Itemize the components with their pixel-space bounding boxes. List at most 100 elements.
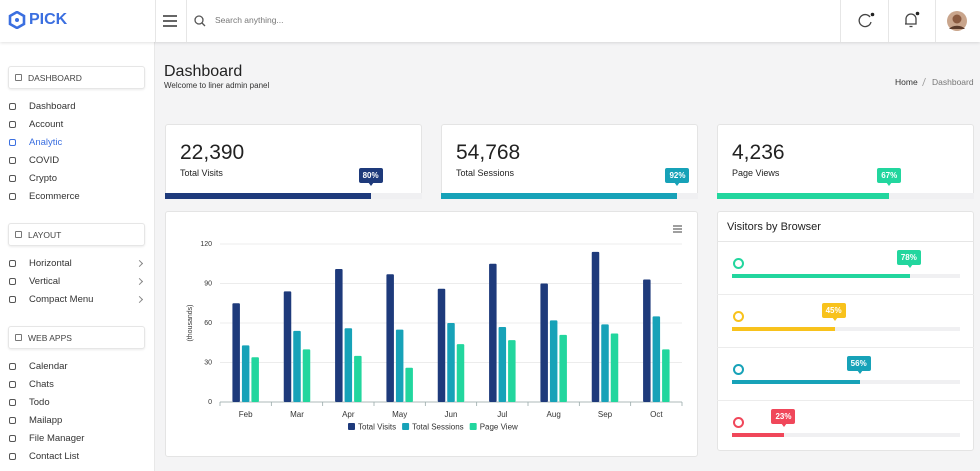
bar bbox=[302, 349, 311, 402]
stat-value: 4,236 bbox=[732, 141, 785, 164]
progress-badge: 67% bbox=[877, 168, 902, 183]
legend-swatch bbox=[469, 423, 477, 430]
progress-badge: 23% bbox=[771, 409, 796, 424]
bar bbox=[354, 355, 362, 402]
bar bbox=[335, 269, 343, 402]
stat-card: 54,768 Total Sessions 92% bbox=[441, 124, 698, 199]
search-icon bbox=[194, 15, 206, 27]
logo-icon bbox=[8, 11, 26, 29]
menu-item[interactable]: COVID bbox=[29, 155, 60, 166]
section-title: LAYOUT bbox=[28, 230, 62, 240]
bar bbox=[456, 344, 465, 402]
chart: (thousands) 0 30 60 90 120 Feb Mar Apr May Jun Jul A… bbox=[187, 225, 683, 432]
divider bbox=[155, 0, 156, 42]
browser-icon bbox=[733, 417, 744, 428]
top-bar: PICK Search anything... bbox=[0, 0, 980, 42]
stat-label: Total Visits bbox=[180, 168, 223, 178]
search-input[interactable]: Search anything... bbox=[215, 15, 284, 25]
badge-pointer bbox=[674, 182, 681, 186]
x-tick-label: Mar bbox=[290, 410, 304, 419]
menu-item[interactable]: Crypto bbox=[29, 173, 57, 184]
section-icon bbox=[15, 231, 22, 238]
bar bbox=[344, 328, 353, 402]
menu-item[interactable]: Todo bbox=[29, 397, 50, 408]
x-tick-label: Apr bbox=[342, 410, 355, 419]
menu-item[interactable]: Vertical bbox=[29, 276, 61, 287]
progress-bar bbox=[441, 193, 678, 199]
sidebar: DASHBOARD Dashboard Account Analytic COVID Cr… bbox=[0, 42, 155, 471]
section-icon bbox=[15, 334, 22, 341]
progress-badge: 78% bbox=[896, 250, 921, 265]
menu-item[interactable]: Account bbox=[29, 119, 64, 130]
legend-label: Total Visits bbox=[358, 423, 396, 432]
menu-toggle[interactable] bbox=[162, 13, 178, 29]
chart-menu[interactable] bbox=[673, 225, 682, 233]
x-tick-label: Jun bbox=[445, 410, 458, 419]
browser-icon bbox=[733, 258, 744, 269]
divider bbox=[840, 0, 841, 42]
stat-card: 4,236 Page Views 67% bbox=[717, 124, 974, 199]
menu-icon bbox=[9, 296, 16, 303]
browser-icon bbox=[733, 364, 744, 375]
bar bbox=[386, 274, 394, 402]
progress-bar bbox=[732, 380, 860, 384]
menu-item[interactable]: Compact Menu bbox=[29, 294, 94, 305]
legend-label: Total Sessions bbox=[412, 423, 464, 432]
refresh-button[interactable] bbox=[857, 12, 875, 30]
bar bbox=[610, 333, 619, 402]
notification-button[interactable] bbox=[902, 11, 920, 29]
divider bbox=[935, 0, 936, 42]
progress-badge: 92% bbox=[665, 168, 690, 183]
bar bbox=[232, 303, 240, 402]
bar bbox=[549, 320, 558, 402]
menu-icon bbox=[9, 363, 16, 370]
menu-icon bbox=[9, 139, 16, 146]
menu-icon bbox=[9, 453, 16, 460]
divider bbox=[717, 241, 974, 242]
breadcrumb-current: Dashboard bbox=[932, 77, 974, 87]
progress-badge: 80% bbox=[358, 168, 383, 183]
chart-card bbox=[165, 211, 698, 457]
menu-icon bbox=[9, 278, 16, 285]
menu-item[interactable]: Dashboard bbox=[29, 101, 76, 112]
menu-item[interactable]: Horizontal bbox=[29, 258, 72, 269]
breadcrumb-separator bbox=[922, 77, 926, 87]
progress-bar bbox=[717, 193, 890, 199]
menu-item[interactable]: Mailapp bbox=[29, 415, 63, 426]
divider bbox=[717, 294, 974, 295]
bar bbox=[437, 288, 446, 402]
badge-pointer bbox=[781, 423, 788, 427]
y-tick-label: 0 bbox=[208, 399, 212, 406]
menu-icon bbox=[9, 381, 16, 388]
breadcrumb-link[interactable]: Home bbox=[895, 77, 918, 87]
x-tick-label: Sep bbox=[598, 410, 613, 419]
badge-pointer bbox=[906, 264, 913, 268]
menu-item[interactable]: Ecommerce bbox=[29, 191, 80, 202]
avatar[interactable] bbox=[947, 11, 967, 31]
menu-item[interactable]: Calendar bbox=[29, 361, 68, 372]
menu-icon bbox=[9, 399, 16, 406]
legend-swatch bbox=[402, 423, 410, 430]
progress-track bbox=[732, 433, 960, 437]
bar bbox=[283, 291, 292, 402]
logo: PICK bbox=[29, 11, 68, 28]
stat-value: 22,390 bbox=[180, 141, 245, 164]
browser-icon bbox=[733, 311, 744, 322]
bar bbox=[489, 263, 497, 402]
menu-item[interactable]: Chats bbox=[29, 379, 54, 390]
bar bbox=[643, 279, 651, 402]
stat-card: 22,390 Total Visits 80% bbox=[165, 124, 422, 199]
y-tick-label: 90 bbox=[204, 280, 212, 287]
bar bbox=[559, 334, 567, 402]
menu-item[interactable]: Analytic bbox=[29, 137, 63, 148]
section-title: WEB APPS bbox=[28, 333, 72, 343]
legend-label: Page View bbox=[480, 423, 518, 432]
divider bbox=[717, 400, 974, 401]
menu-item[interactable]: File Manager bbox=[29, 433, 85, 444]
x-tick-label: May bbox=[392, 410, 407, 419]
bar bbox=[395, 329, 404, 402]
x-tick-label: Feb bbox=[239, 410, 253, 419]
menu-item[interactable]: Contact List bbox=[29, 451, 80, 462]
